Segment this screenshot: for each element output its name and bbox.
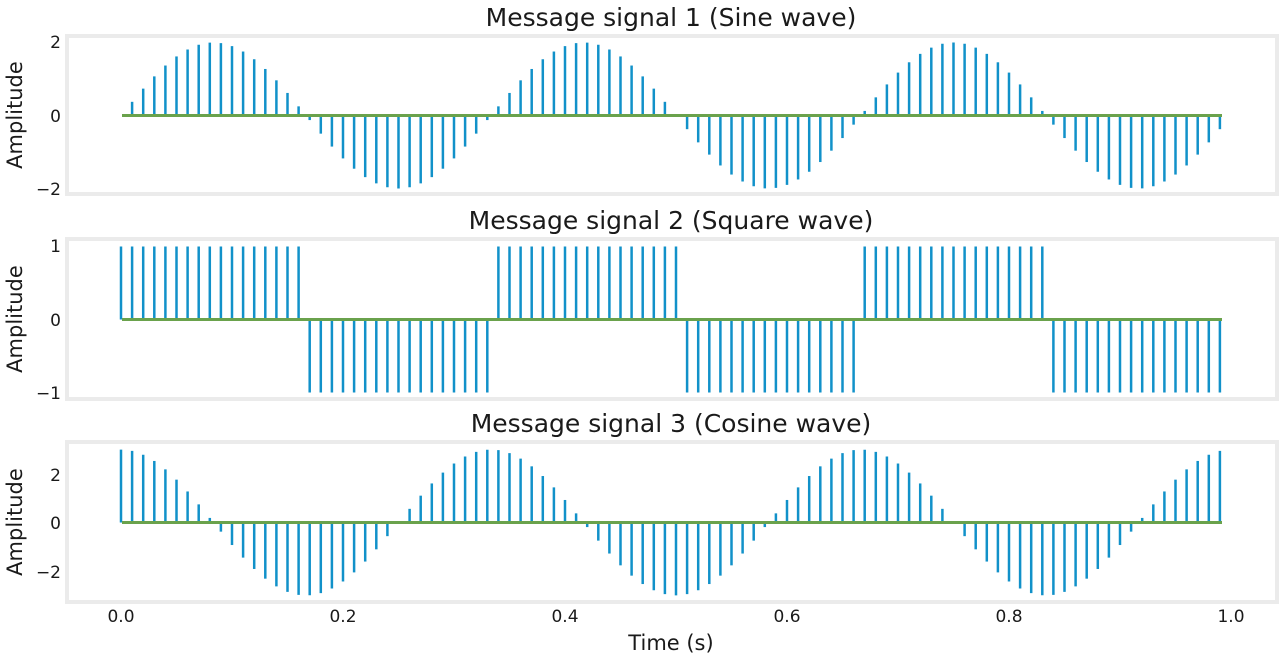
panel-3-title: Message signal 3 (Cosine wave): [471, 409, 872, 438]
panel-1-ytick-label: 0: [50, 107, 61, 127]
panel-2-stems: [119, 246, 1222, 393]
panel-1-title: Message signal 1 (Sine wave): [486, 3, 857, 32]
panel-3-ylabel: Amplitude: [3, 468, 27, 576]
panel-2-ylabel: Amplitude: [3, 265, 27, 373]
panel-2-title: Message signal 2 (Square wave): [469, 206, 874, 235]
panel-3-ytick-label: −2: [36, 563, 61, 583]
xtick-label: 0.2: [329, 607, 356, 627]
panel-2-yticks: −1 0 1: [36, 237, 61, 404]
panel-2-ytick-label: 0: [50, 311, 61, 331]
xtick-label: 0.4: [551, 607, 578, 627]
panel-1: Message signal 1 (Sine wave) Amplitude −…: [3, 3, 1279, 200]
xtick-label: 0.0: [107, 607, 134, 627]
panel-3-ytick-label: 0: [50, 514, 61, 534]
panel-1-stems: [130, 42, 1222, 189]
panel-1-ytick-label: −2: [36, 180, 61, 200]
panel-3-yticks: −2 0 2: [36, 466, 61, 583]
xtick-label: 0.8: [995, 607, 1022, 627]
xtick-label: 1.0: [1217, 607, 1244, 627]
panel-1-ytick-label: 2: [50, 33, 61, 53]
x-axis-label: Time (s): [627, 631, 713, 655]
panel-2-ytick-label: −1: [36, 384, 61, 404]
panel-2: Message signal 2 (Square wave) Amplitude…: [3, 206, 1279, 404]
panel-2-ytick-label: 1: [50, 237, 61, 257]
panel-1-yticks: −2 0 2: [36, 33, 61, 200]
panel-1-ylabel: Amplitude: [3, 61, 27, 169]
panel-3-ytick-label: 2: [50, 466, 61, 486]
x-axis: 0.0 0.2 0.4 0.6 0.8 1.0 Time (s): [107, 607, 1244, 655]
xtick-label: 0.6: [773, 607, 800, 627]
panel-3: Message signal 3 (Cosine wave) Amplitude…: [3, 409, 1279, 604]
panel-3-stems: [119, 449, 1222, 596]
